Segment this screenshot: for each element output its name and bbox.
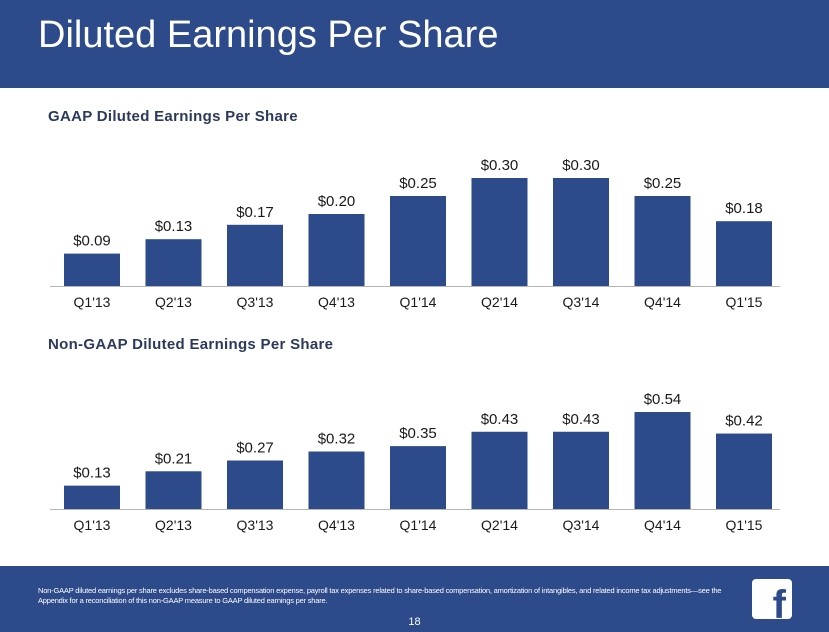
gaap-tick-label-2: Q2'13 [155, 294, 192, 310]
non-gaap-tick-label-9: Q1'15 [726, 517, 763, 533]
slide-header: Diluted Earnings Per Share [0, 0, 829, 88]
gaap-bar-5 [390, 196, 446, 286]
non-gaap-data-label-4: $0.32 [318, 431, 356, 448]
gaap-data-label-9: $0.18 [725, 200, 763, 217]
facebook-logo-icon: f [752, 579, 792, 625]
gaap-bar-6 [471, 178, 528, 286]
non-gaap-bar-9 [716, 433, 772, 509]
gaap-bar-8 [634, 196, 691, 286]
non-gaap-data-label-7: $0.43 [562, 411, 600, 428]
slide-title: Diluted Earnings Per Share [38, 14, 499, 56]
gaap-bar-3 [227, 224, 283, 286]
gaap-chart-title: GAAP Diluted Earnings Per Share [48, 108, 298, 125]
non-gaap-tick-label-8: Q4'14 [644, 517, 681, 533]
facebook-logo-letter: f [772, 583, 786, 627]
gaap-data-label-4: $0.20 [318, 193, 356, 210]
non-gaap-bar-1 [64, 485, 120, 509]
non-gaap-tick-label-3: Q3'13 [237, 517, 274, 533]
non-gaap-data-label-5: $0.35 [399, 425, 437, 442]
non-gaap-bar-4 [308, 451, 365, 509]
non-gaap-tick-label-4: Q4'13 [318, 517, 355, 533]
gaap-bar-7 [553, 178, 609, 286]
gaap-eps-chart: $0.09 Q1'13 $0.13 Q2'13 $0.17 Q3'13 $0.20 Q4'13… [50, 157, 780, 310]
footnote: Non-GAAP diluted earnings per share excl… [38, 586, 722, 605]
gaap-bar-9 [716, 221, 772, 286]
gaap-tick-label-9: Q1'15 [726, 294, 763, 310]
gaap-data-label-8: $0.25 [644, 175, 682, 192]
gaap-tick-label-8: Q4'14 [644, 294, 681, 310]
non-gaap-data-label-8: $0.54 [644, 391, 682, 408]
gaap-data-label-1: $0.09 [73, 233, 111, 250]
gaap-bar-4 [308, 214, 365, 286]
gaap-bar-2 [145, 239, 202, 286]
non-gaap-eps-chart: $0.13 Q1'13 $0.21 Q2'13 $0.27 Q3'13 $0.32 Q4'13… [50, 391, 780, 533]
non-gaap-data-label-6: $0.43 [481, 411, 519, 428]
gaap-tick-label-1: Q1'13 [74, 294, 111, 310]
gaap-data-label-6: $0.30 [481, 157, 519, 174]
non-gaap-tick-label-6: Q2'14 [481, 517, 518, 533]
non-gaap-tick-label-5: Q1'14 [400, 517, 437, 533]
gaap-tick-label-4: Q4'13 [318, 294, 355, 310]
non-gaap-bar-6 [471, 431, 528, 509]
non-gaap-bar-8 [634, 412, 691, 509]
page-number: 18 [408, 616, 421, 628]
non-gaap-bar-7 [553, 431, 609, 509]
gaap-tick-label-5: Q1'14 [400, 294, 437, 310]
gaap-bar-1 [64, 253, 120, 286]
non-gaap-bar-2 [145, 471, 202, 509]
gaap-data-label-2: $0.13 [155, 218, 193, 235]
gaap-data-label-5: $0.25 [399, 175, 437, 192]
gaap-tick-label-6: Q2'14 [481, 294, 518, 310]
non-gaap-data-label-1: $0.13 [73, 465, 111, 482]
non-gaap-bar-5 [390, 446, 446, 509]
non-gaap-data-label-9: $0.42 [725, 413, 763, 430]
non-gaap-tick-label-2: Q2'13 [155, 517, 192, 533]
non-gaap-chart-title: Non-GAAP Diluted Earnings Per Share [48, 336, 334, 353]
non-gaap-data-label-3: $0.27 [236, 440, 274, 457]
non-gaap-data-label-2: $0.21 [155, 450, 193, 467]
slide-footer [0, 566, 829, 632]
non-gaap-tick-label-1: Q1'13 [74, 517, 111, 533]
non-gaap-tick-label-7: Q3'14 [563, 517, 600, 533]
non-gaap-bar-3 [227, 460, 283, 509]
gaap-tick-label-7: Q3'14 [563, 294, 600, 310]
gaap-data-label-3: $0.17 [236, 204, 274, 221]
gaap-data-label-7: $0.30 [562, 157, 600, 174]
gaap-tick-label-3: Q3'13 [237, 294, 274, 310]
